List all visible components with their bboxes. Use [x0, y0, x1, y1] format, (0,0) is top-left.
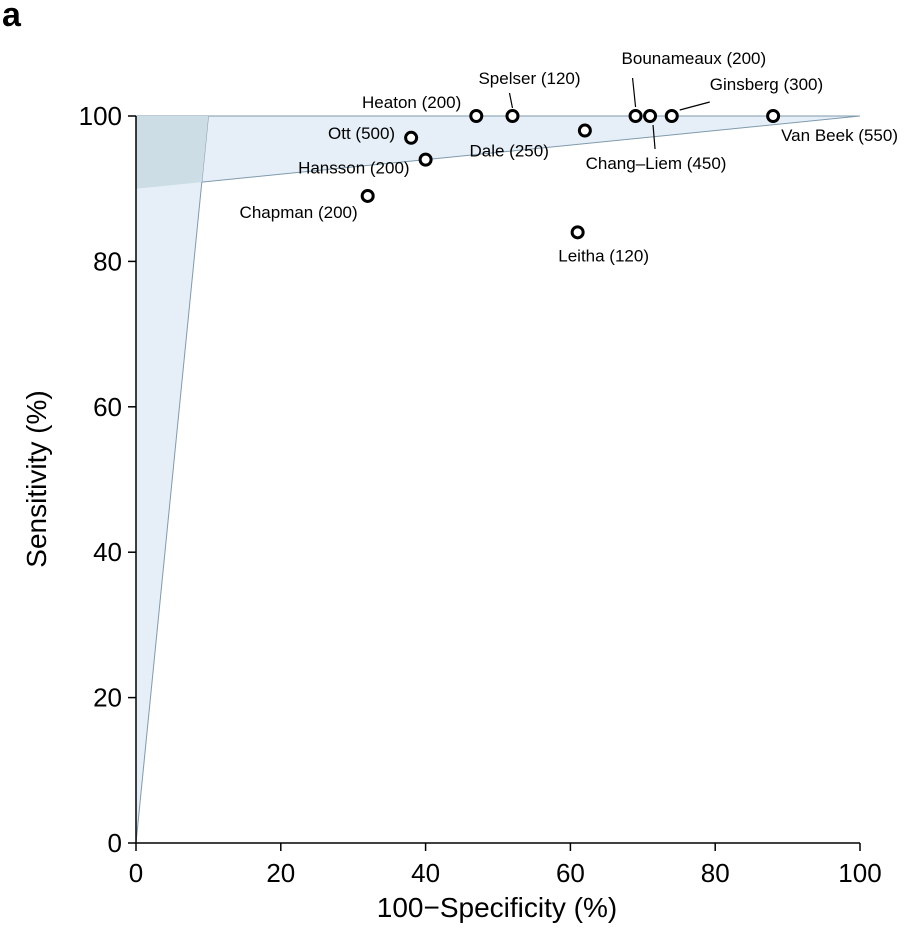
- specificity-region: [135, 115, 209, 844]
- point-label: Bounameaux (200): [622, 49, 767, 68]
- x-tick-label: 100: [838, 858, 881, 888]
- y-tick-label: 60: [93, 392, 122, 422]
- point-label: Van Beek (550): [781, 126, 898, 145]
- x-axis-title: 100−Specificity (%): [377, 892, 617, 923]
- y-tick-label: 80: [93, 246, 122, 276]
- y-axis-title: Sensitivity (%): [21, 390, 52, 567]
- point-label: Heaton (200): [362, 93, 461, 112]
- ticks: 0 20 40 60 80 100 0 20 40 60 80 100: [79, 101, 882, 888]
- point-label: Chang–Liem (450): [586, 154, 727, 173]
- point-label: Ginsberg (300): [710, 75, 823, 94]
- leader-line: [631, 77, 637, 108]
- point-label: Chapman (200): [240, 203, 358, 222]
- data-point: [570, 225, 585, 240]
- x-tick-label: 60: [556, 858, 585, 888]
- axes: [135, 116, 860, 844]
- point-label: Dale (250): [470, 142, 549, 161]
- y-tick-label: 0: [108, 828, 122, 858]
- point-label: Leitha (120): [558, 246, 649, 265]
- data-point: [766, 109, 781, 123]
- point-label: Spelser (120): [478, 69, 580, 88]
- x-tick-label: 40: [411, 858, 440, 888]
- point-labels: Van Beek (550) Ginsberg (300) Chang–Liem (…: [240, 49, 898, 265]
- leader-line: [508, 92, 514, 109]
- point-label: Hansson (200): [298, 159, 410, 178]
- y-tick-label: 40: [93, 537, 122, 567]
- leader-line: [652, 124, 656, 150]
- y-tick-label: 20: [93, 683, 122, 713]
- leader-line: [679, 101, 710, 111]
- overlap-region: [136, 116, 209, 189]
- data-point: [360, 188, 375, 203]
- y-tick-label: 100: [79, 101, 122, 131]
- x-tick-label: 0: [129, 858, 143, 888]
- data-points: [360, 109, 781, 240]
- x-tick-label: 80: [701, 858, 730, 888]
- x-tick-label: 20: [266, 858, 295, 888]
- shaded-regions: [135, 115, 861, 844]
- data-point: [643, 109, 658, 123]
- data-point: [418, 152, 433, 167]
- data-point: [664, 109, 679, 123]
- data-point: [628, 109, 643, 123]
- data-point: [577, 123, 592, 138]
- leader-lines: [508, 77, 710, 150]
- data-point: [505, 109, 520, 123]
- point-label: Ott (500): [328, 124, 395, 143]
- panel-label: a: [2, 0, 21, 34]
- data-point: [404, 130, 419, 145]
- data-point: [469, 109, 484, 123]
